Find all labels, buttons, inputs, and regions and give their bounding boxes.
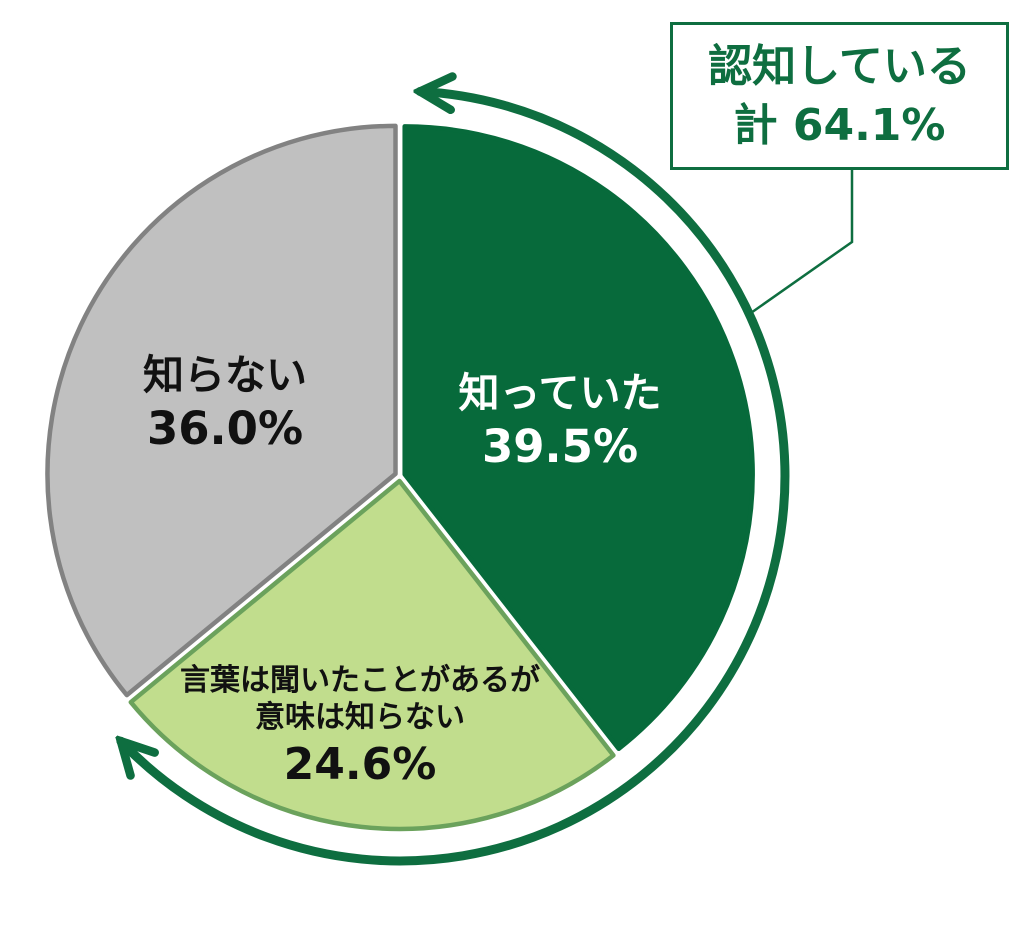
pie-slice-2: [45, 123, 398, 698]
pie-slice-0: [402, 124, 755, 752]
awareness-callout-line2: 計 64.1%: [733, 100, 946, 151]
awareness-callout-box: 認知している 計 64.1%: [670, 22, 1009, 170]
awareness-callout-line1: 認知している: [708, 41, 971, 92]
awareness-span-arrow: [121, 92, 790, 866]
callout-connector-line: [747, 169, 854, 317]
pie-slice-1: [128, 478, 616, 832]
pie-slices: [45, 123, 755, 832]
